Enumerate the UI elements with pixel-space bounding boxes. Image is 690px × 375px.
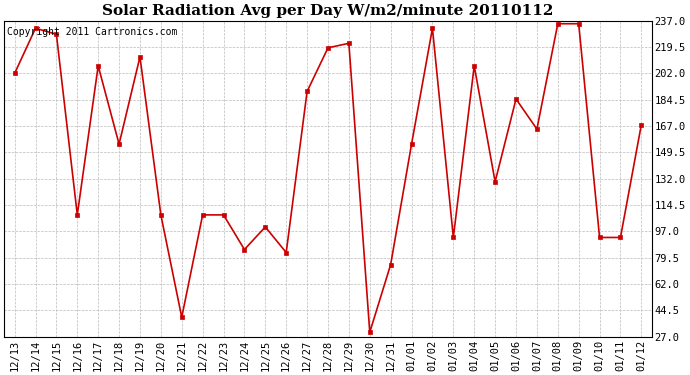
Title: Solar Radiation Avg per Day W/m2/minute 20110112: Solar Radiation Avg per Day W/m2/minute … — [102, 4, 553, 18]
Text: Copyright 2011 Cartronics.com: Copyright 2011 Cartronics.com — [8, 27, 178, 37]
